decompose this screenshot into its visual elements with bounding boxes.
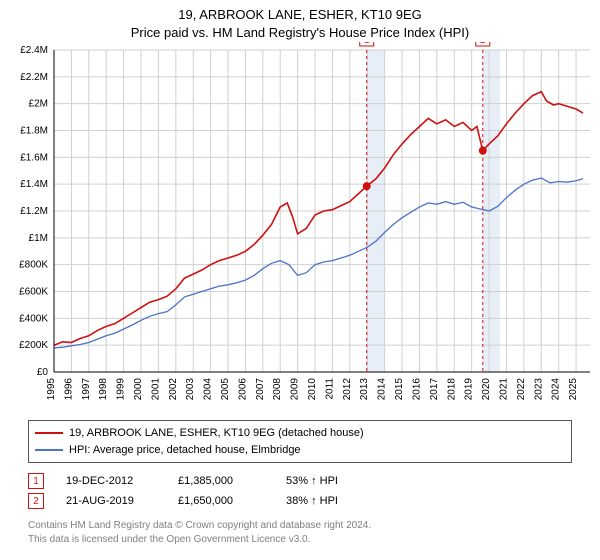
svg-text:£1M: £1M [29, 233, 48, 244]
chart-title: 19, ARBROOK LANE, ESHER, KT10 9EG Price … [0, 0, 600, 41]
svg-text:£0: £0 [37, 367, 49, 378]
svg-text:2007: 2007 [255, 378, 266, 401]
svg-text:2012: 2012 [342, 378, 353, 401]
event-pct: 53% ↑ HPI [286, 475, 338, 487]
legend-label: HPI: Average price, detached house, Elmb… [69, 442, 301, 459]
chart-area: £0 £200K £400K £600K £800K £1M £1.2M £1.4M £1.6M… [0, 42, 600, 412]
svg-text:2015: 2015 [394, 378, 405, 401]
svg-text:2016: 2016 [411, 378, 422, 401]
svg-text:£1.8M: £1.8M [20, 126, 48, 137]
svg-text:1995: 1995 [46, 378, 57, 401]
event-row: 1 19-DEC-2012 £1,385,000 53% ↑ HPI [28, 471, 572, 491]
event-pct: 38% ↑ HPI [286, 495, 338, 507]
svg-text:£2M: £2M [29, 99, 48, 110]
svg-text:2008: 2008 [272, 378, 283, 401]
svg-text:2020: 2020 [481, 378, 492, 401]
svg-text:£2.4M: £2.4M [20, 45, 48, 56]
svg-text:2010: 2010 [307, 378, 318, 401]
svg-text:£600K: £600K [19, 287, 48, 298]
legend-swatch [35, 449, 63, 451]
svg-text:£800K: £800K [19, 260, 48, 271]
svg-text:2004: 2004 [203, 378, 214, 401]
svg-text:£200K: £200K [19, 340, 48, 351]
event-badge: 2 [28, 493, 44, 509]
svg-text:2: 2 [480, 42, 486, 46]
svg-text:2023: 2023 [533, 378, 544, 401]
event-price: £1,385,000 [178, 475, 264, 487]
title-line-1: 19, ARBROOK LANE, ESHER, KT10 9EG [0, 6, 600, 24]
footer: Contains HM Land Registry data © Crown c… [28, 519, 572, 546]
svg-text:2014: 2014 [377, 378, 388, 401]
svg-text:1: 1 [364, 42, 370, 46]
legend-swatch [35, 432, 63, 434]
svg-text:2017: 2017 [429, 378, 440, 401]
chart-container: 19, ARBROOK LANE, ESHER, KT10 9EG Price … [0, 0, 600, 560]
svg-text:£1.4M: £1.4M [20, 179, 48, 190]
event-date: 21-AUG-2019 [66, 495, 156, 507]
footer-line-2: This data is licensed under the Open Gov… [28, 533, 572, 547]
svg-text:2001: 2001 [150, 378, 161, 401]
svg-text:2000: 2000 [133, 378, 144, 401]
legend: 19, ARBROOK LANE, ESHER, KT10 9EG (detac… [28, 420, 572, 463]
svg-text:1998: 1998 [98, 378, 109, 401]
svg-text:2025: 2025 [568, 378, 579, 401]
svg-text:2006: 2006 [237, 378, 248, 401]
svg-text:2009: 2009 [290, 378, 301, 401]
legend-item: 19, ARBROOK LANE, ESHER, KT10 9EG (detac… [35, 425, 565, 442]
svg-text:1999: 1999 [116, 378, 127, 401]
title-line-2: Price paid vs. HM Land Registry's House … [0, 24, 600, 42]
event-list: 1 19-DEC-2012 £1,385,000 53% ↑ HPI 2 21-… [28, 471, 572, 511]
event-price: £1,650,000 [178, 495, 264, 507]
below-chart: 19, ARBROOK LANE, ESHER, KT10 9EG (detac… [28, 420, 572, 546]
svg-text:2019: 2019 [464, 378, 475, 401]
svg-text:2021: 2021 [498, 378, 509, 401]
event-badge: 1 [28, 473, 44, 489]
svg-text:£1.6M: £1.6M [20, 152, 48, 163]
footer-line-1: Contains HM Land Registry data © Crown c… [28, 519, 572, 533]
svg-text:2024: 2024 [551, 378, 562, 401]
svg-text:£2.2M: £2.2M [20, 72, 48, 83]
svg-text:£400K: £400K [19, 313, 48, 324]
event-row: 2 21-AUG-2019 £1,650,000 38% ↑ HPI [28, 491, 572, 511]
legend-label: 19, ARBROOK LANE, ESHER, KT10 9EG (detac… [69, 425, 364, 442]
svg-text:1997: 1997 [81, 378, 92, 401]
svg-text:2022: 2022 [516, 378, 527, 401]
svg-text:1996: 1996 [63, 378, 74, 401]
svg-text:2011: 2011 [324, 378, 335, 400]
legend-item: HPI: Average price, detached house, Elmb… [35, 442, 565, 459]
svg-text:2005: 2005 [220, 378, 231, 401]
event-date: 19-DEC-2012 [66, 475, 156, 487]
svg-text:£1.2M: £1.2M [20, 206, 48, 217]
svg-text:2003: 2003 [185, 378, 196, 401]
svg-text:2002: 2002 [168, 378, 179, 401]
chart-svg: £0 £200K £400K £600K £800K £1M £1.2M £1.4M £1.6M… [0, 42, 600, 412]
svg-text:2018: 2018 [446, 378, 457, 401]
svg-text:2013: 2013 [359, 378, 370, 401]
